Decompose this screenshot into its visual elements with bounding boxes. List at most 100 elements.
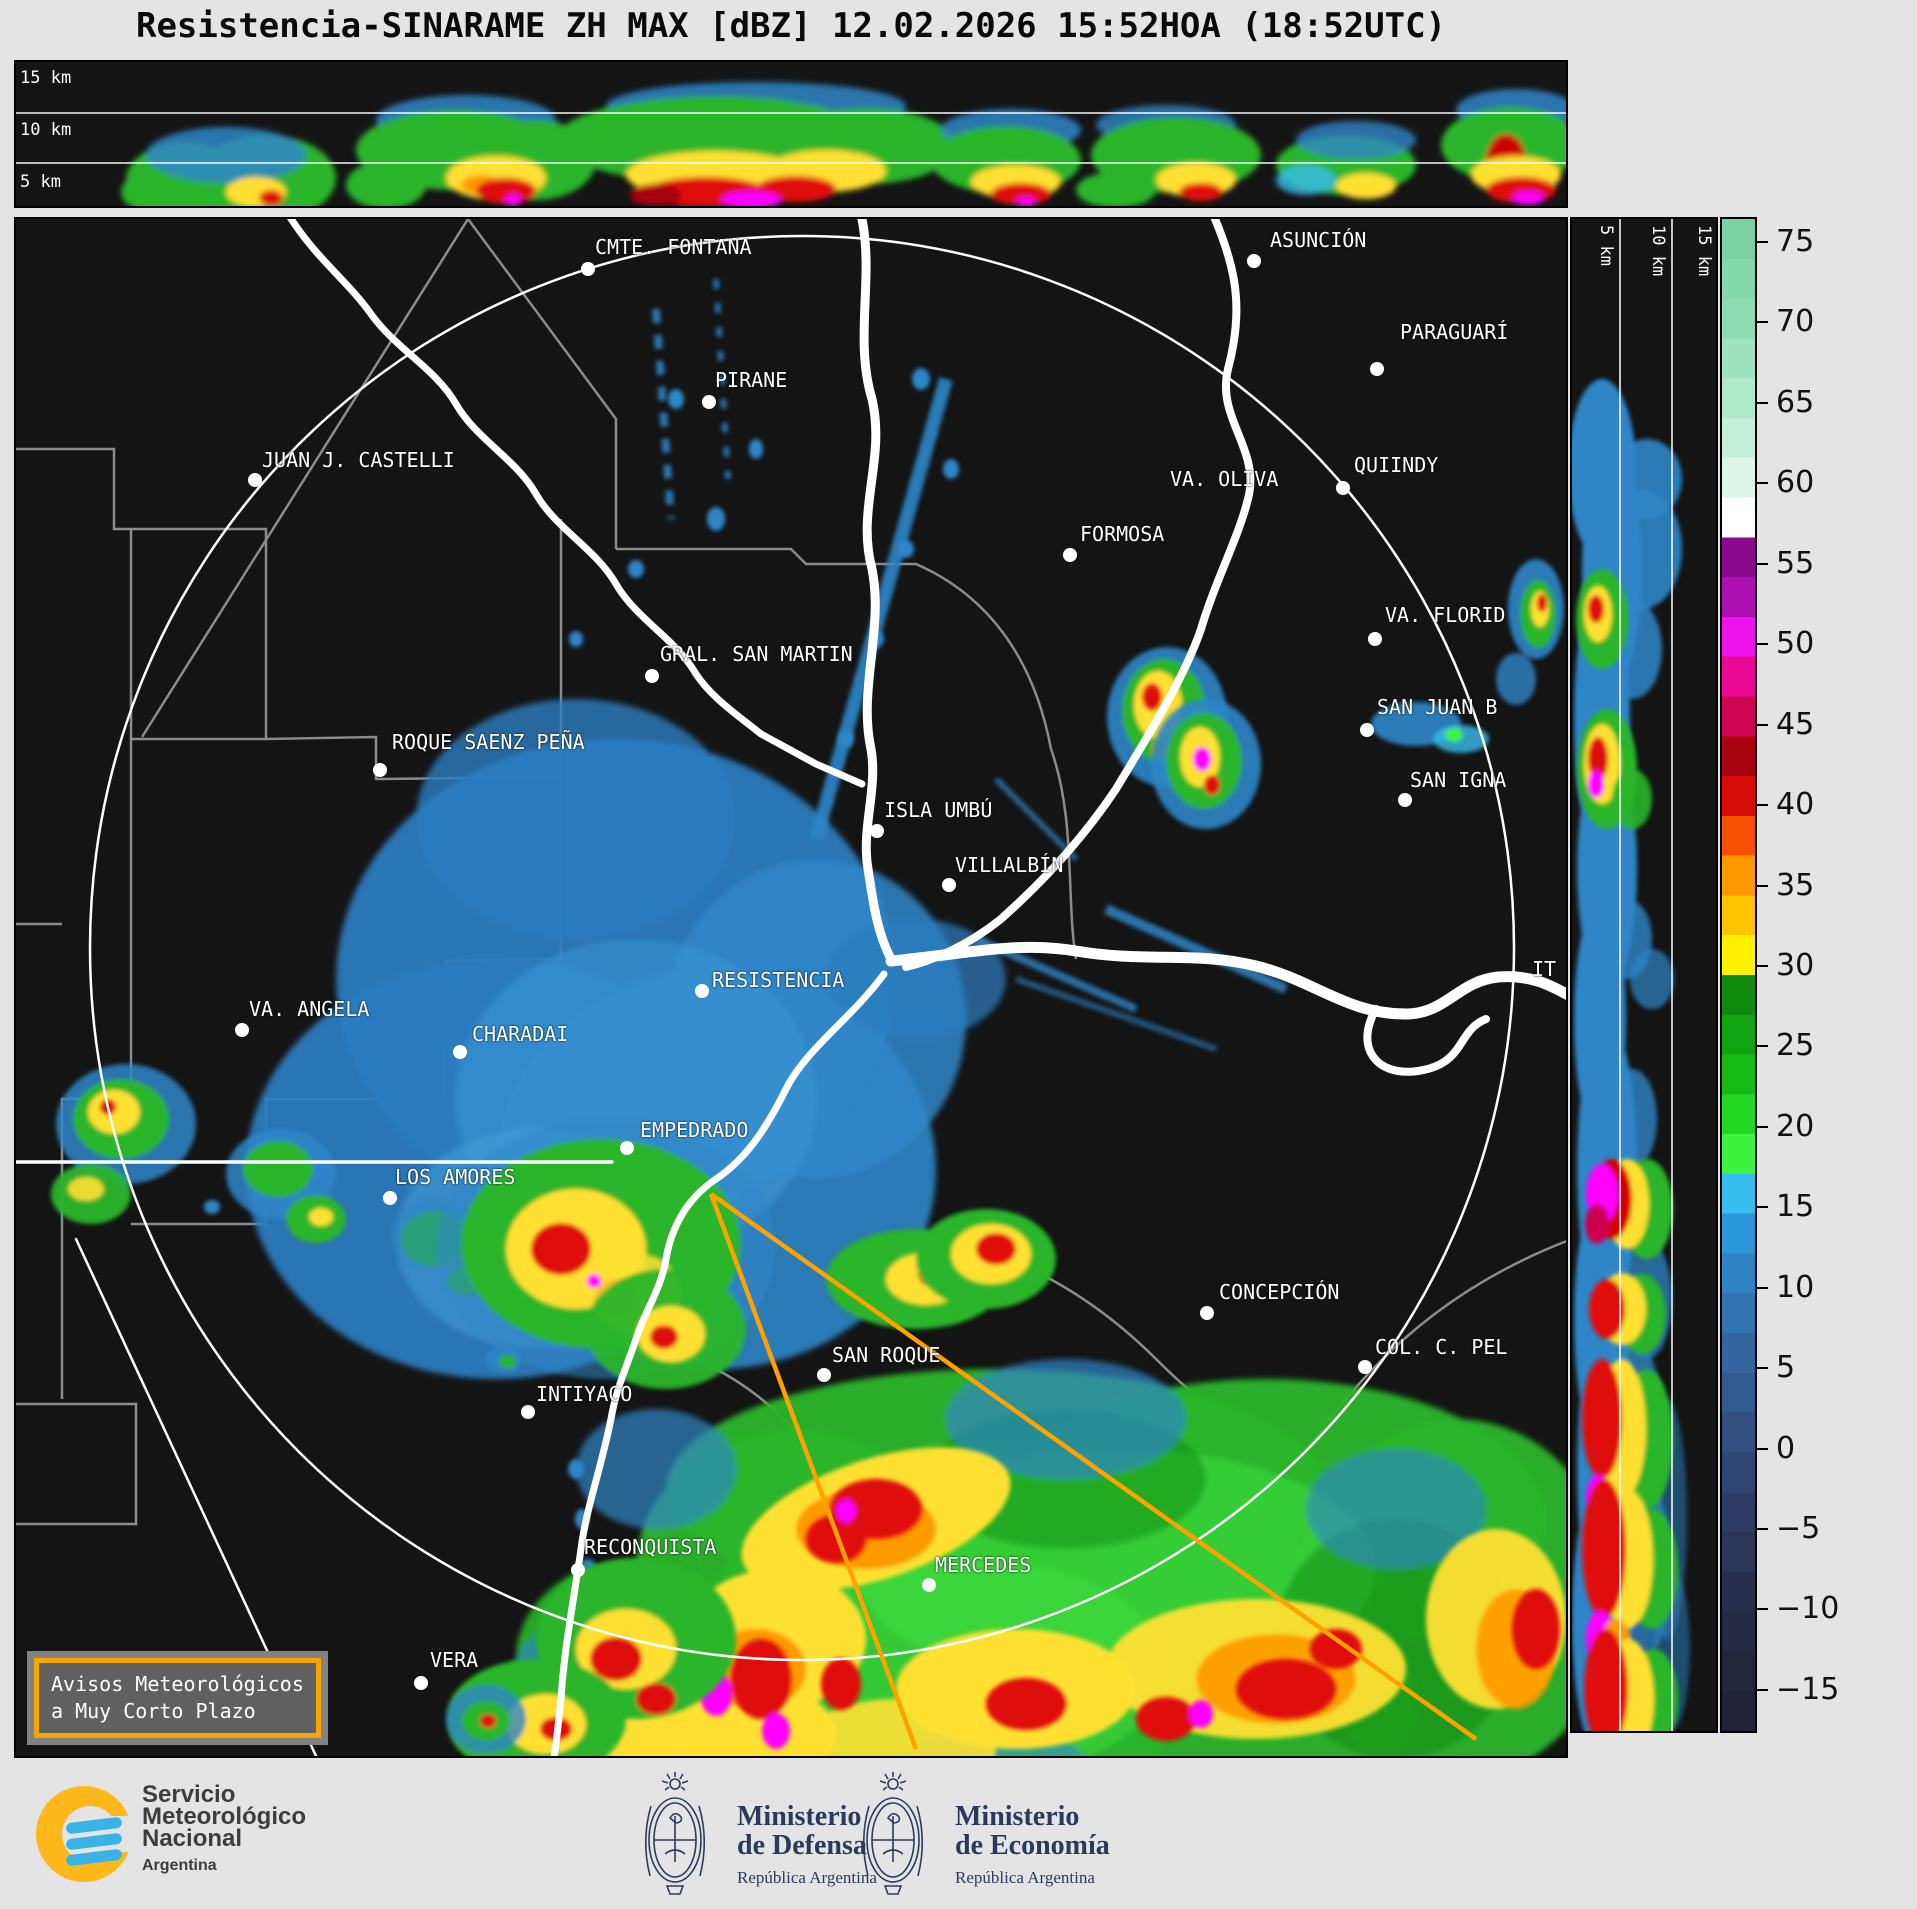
city-label: VA. ANGELA	[249, 997, 370, 1021]
city-label: EMPEDRADO	[640, 1118, 749, 1142]
right-axis-label-5km: 5 km	[1596, 225, 1616, 266]
city-dot	[817, 1368, 831, 1382]
colorbar-tick-mark	[1755, 1688, 1768, 1691]
city-dot	[414, 1676, 428, 1690]
colorbar-tick-label: 10	[1776, 1269, 1815, 1305]
city-dot	[1360, 723, 1374, 737]
city-dot	[235, 1023, 249, 1037]
colorbar-tick-label: 70	[1776, 304, 1815, 340]
city-label: RECONQUISTA	[584, 1535, 717, 1559]
warning-polygon	[708, 1192, 1478, 1750]
reflectivity-colorbar	[1720, 217, 1757, 1733]
city-dot	[645, 669, 659, 683]
colorbar-tick-label: 50	[1776, 625, 1815, 661]
radar-map-panel: CMTE. FONTANA ASUNCIÓN PIRANE PARAGUARÍ JUAN…	[14, 217, 1568, 1758]
city-label: VA. OLIVA	[1170, 467, 1279, 491]
city-dot	[1398, 793, 1412, 807]
city-dot	[1368, 632, 1382, 646]
city-label: PARAGUARÍ	[1400, 320, 1509, 344]
city-label: VERA	[430, 1648, 479, 1672]
colorbar-tick-mark	[1755, 723, 1768, 726]
city-dot	[702, 395, 716, 409]
city-label: GRAL. SAN MARTIN	[660, 642, 853, 666]
city-dot	[1370, 362, 1384, 376]
colorbar-tick-label: 55	[1776, 545, 1815, 581]
colorbar-tick-mark	[1755, 241, 1768, 243]
top-axis-label-15km: 15 km	[20, 68, 72, 88]
city-label: SAN ROQUE	[832, 1343, 941, 1367]
radar-echoes	[51, 278, 1566, 1756]
city-label: LOS AMORES	[395, 1165, 516, 1189]
colorbar-tick-mark	[1755, 1206, 1768, 1209]
colorbar-tick-mark	[1755, 643, 1768, 646]
colorbar-tick-label: 15	[1776, 1189, 1815, 1225]
city-dot	[1336, 481, 1350, 495]
warning-box: Avisos Meteorológicos a Muy Corto Plazo	[27, 1651, 328, 1745]
city-label: CONCEPCIÓN	[1219, 1280, 1340, 1304]
city-label: SAN IGNA	[1410, 768, 1507, 792]
colorbar-tick-mark	[1755, 1367, 1768, 1370]
warning-box-line2: a Muy Corto Plazo	[51, 1699, 256, 1723]
city-label: RESISTENCIA	[712, 968, 845, 992]
colorbar-tick-label: 25	[1776, 1028, 1815, 1064]
city-label: IT	[1532, 957, 1557, 981]
page-title: Resistencia-SINARAME ZH MAX [dBZ] 12.02.…	[135, 6, 1447, 46]
radar-range-ring	[88, 234, 1516, 1662]
colorbar-tick-mark	[1755, 401, 1768, 404]
city-dot	[383, 1191, 397, 1205]
colorbar-tick-label: 40	[1776, 786, 1815, 822]
economia-wordmark: Ministerio de Economía República Argenti…	[955, 1801, 1110, 1887]
colorbar-tick-mark	[1755, 1528, 1768, 1531]
city-dot	[942, 878, 956, 892]
city-dot	[695, 984, 709, 998]
colorbar-tick-label: 30	[1776, 947, 1815, 983]
city-label: MERCEDES	[935, 1553, 1032, 1577]
city-label: VA. FLORID	[1385, 603, 1506, 627]
warning-box-line1: Avisos Meteorológicos	[51, 1672, 304, 1696]
defensa-wordmark: Ministerio de Defensa República Argentin…	[737, 1801, 877, 1887]
right-axis-label-10km: 10 km	[1648, 225, 1668, 277]
colorbar-tick-mark	[1755, 321, 1768, 324]
city-label: ASUNCIÓN	[1270, 228, 1367, 252]
city-label: INTIYACO	[536, 1382, 633, 1406]
coat-of-arms-economia	[862, 1772, 924, 1895]
city-dot	[571, 1563, 585, 1577]
radar-map-graphics	[16, 219, 1566, 1756]
colorbar-tick-label: 20	[1776, 1108, 1815, 1144]
colorbar-tick-mark	[1755, 964, 1768, 967]
city-dot	[1063, 548, 1077, 562]
city-dot	[521, 1405, 535, 1419]
city-dot	[870, 824, 884, 838]
coat-of-arms-defensa	[644, 1772, 706, 1895]
city-label: JUAN J. CASTELLI	[262, 448, 455, 472]
colorbar-tick-mark	[1755, 482, 1768, 485]
city-label: COL. C. PEL	[1375, 1335, 1508, 1359]
colorbar-tick-label: 45	[1776, 706, 1815, 742]
footer-logos: Servicio Meteorológico Nacional Argentin…	[0, 1758, 1917, 1909]
city-dot	[620, 1141, 634, 1155]
colorbar-tick-mark	[1755, 1286, 1768, 1289]
colorbar-tick-mark	[1755, 804, 1768, 807]
city-label: PIRANE	[715, 368, 788, 392]
city-dot	[1200, 1306, 1214, 1320]
colorbar-tick-label: 65	[1776, 384, 1815, 420]
city-label: ISLA UMBÚ	[884, 798, 993, 822]
city-dot	[1358, 1360, 1372, 1374]
colorbar-tick-mark	[1755, 1447, 1768, 1450]
colorbar-tick-mark	[1755, 562, 1768, 565]
right-axis-label-15km: 15 km	[1694, 225, 1714, 277]
top-axis-label-5km: 5 km	[20, 172, 61, 192]
colorbar-tick-label: 75	[1776, 223, 1815, 259]
city-label: QUIINDY	[1354, 453, 1439, 477]
city-dot	[1247, 254, 1261, 268]
colorbar-tick-mark	[1755, 1045, 1768, 1048]
colorbar-tick-mark	[1755, 1608, 1768, 1611]
city-label: FORMOSA	[1080, 522, 1165, 546]
colorbar-tick-mark	[1755, 884, 1768, 887]
colorbar-tick-label: −10	[1776, 1591, 1840, 1627]
colorbar-tick-mark	[1755, 1125, 1768, 1128]
colorbar-tick-label: −15	[1776, 1671, 1840, 1707]
city-label: ROQUE SAENZ PEÑA	[392, 730, 585, 754]
colorbar-tick-label: −5	[1776, 1510, 1821, 1546]
